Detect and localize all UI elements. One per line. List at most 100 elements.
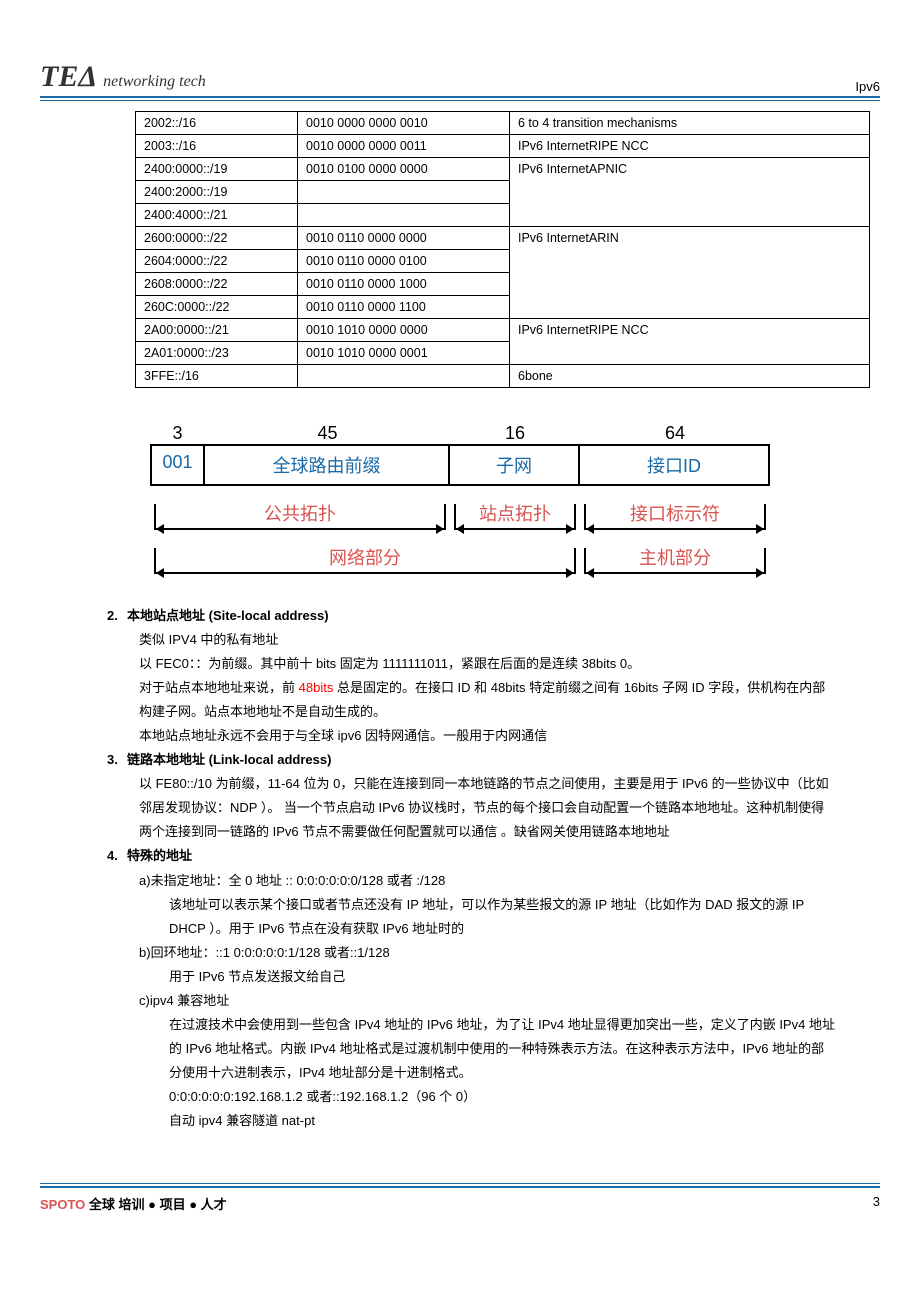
list-head-text: 未指定地址：全 0 地址 :: 0:0:0:0:0:0/128 或者 :/128 — [151, 873, 446, 888]
header-rule — [40, 100, 880, 101]
footer-text: 全球 培训 ● 项目 ● 人才 — [85, 1197, 226, 1212]
list-letter: b) — [139, 945, 151, 960]
table-row: 2002::/160010 0000 0000 00106 to 4 trans… — [136, 112, 870, 135]
bits-16: 16 — [450, 423, 580, 444]
cell-binary: 0010 0110 0000 0000 — [298, 227, 510, 250]
cell-binary: 0010 0000 0000 0010 — [298, 112, 510, 135]
cell-registry: IPv6 InternetRIPE NCC — [510, 135, 870, 158]
cell-binary — [298, 204, 510, 227]
paragraph: 以 FE80::/10 为前缀，11-64 位为 0，只能在连接到同一本地链路的… — [139, 772, 835, 844]
section-number: 2. — [107, 604, 127, 628]
cell-prefix: 2400:0000::/19 — [136, 158, 298, 181]
cell-binary: 0010 0000 0000 0011 — [298, 135, 510, 158]
section-title: 本地站点地址 (Site-local address) — [127, 608, 329, 623]
bracket-segment: 网络部分 — [150, 540, 580, 574]
section-title: 特殊的地址 — [127, 848, 192, 863]
cell-prefix: 3FFE::/16 — [136, 365, 298, 388]
address-structure-diagram: 3 45 16 64 001 全球路由前缀 子网 接口ID 公共拓扑站点拓扑接口… — [150, 423, 770, 574]
field-001: 001 — [150, 444, 205, 486]
cell-prefix: 2608:0000::/22 — [136, 273, 298, 296]
list-body-line: 0:0:0:0:0:0:192.168.1.2 或者::192.168.1.2（… — [169, 1085, 835, 1109]
footer-brand: SPOTO — [40, 1197, 85, 1212]
cell-prefix: 2600:0000::/22 — [136, 227, 298, 250]
bracket-segment: 主机部分 — [580, 540, 770, 574]
cell-prefix: 2A01:0000::/23 — [136, 342, 298, 365]
field-interface-id: 接口ID — [580, 444, 770, 486]
list-body-line: 用于 IPv6 节点发送报文给自己 — [169, 965, 835, 989]
cell-binary: 0010 0110 0000 1100 — [298, 296, 510, 319]
text-run: 对于站点本地地址来说，前 — [139, 680, 299, 695]
cell-prefix: 2400:4000::/21 — [136, 204, 298, 227]
bracket-segment: 公共拓扑 — [150, 496, 450, 530]
table-row: 2A00:0000::/210010 1010 0000 0000IPv6 In… — [136, 319, 870, 342]
cell-prefix: 260C:0000::/22 — [136, 296, 298, 319]
brand-logo: TEΔ networking tech — [40, 60, 206, 94]
list-letter: a) — [139, 873, 151, 888]
section-number: 3. — [107, 748, 127, 772]
cell-binary: 0010 0100 0000 0000 — [298, 158, 510, 181]
list-body-line: 该地址可以表示某个接口或者节点还没有 IP 地址，可以作为某些报文的源 IP 地… — [169, 893, 835, 941]
section-heading: 4.特殊的地址 — [107, 844, 835, 868]
document-page: TEΔ networking tech Ipv6 2002::/160010 0… — [0, 0, 920, 1243]
address-table: 2002::/160010 0000 0000 00106 to 4 trans… — [135, 111, 870, 388]
list-item-head: b)回环地址：::1 0:0:0:0:0:1/128 或者::1/128 — [139, 941, 835, 965]
section-heading: 2.本地站点地址 (Site-local address) — [107, 604, 835, 628]
cell-registry: IPv6 InternetRIPE NCC — [510, 319, 870, 365]
cell-prefix: 2003::/16 — [136, 135, 298, 158]
page-header: TEΔ networking tech Ipv6 — [40, 60, 880, 98]
table-row: 2600:0000::/220010 0110 0000 0000IPv6 In… — [136, 227, 870, 250]
cell-registry: 6 to 4 transition mechanisms — [510, 112, 870, 135]
bracket-label: 公共拓扑 — [264, 504, 336, 524]
section-heading: 3.链路本地地址 (Link-local address) — [107, 748, 835, 772]
footer-left: SPOTO 全球 培训 ● 项目 ● 人才 — [40, 1194, 227, 1213]
field-row: 001 全球路由前缀 子网 接口ID — [150, 444, 770, 486]
paragraph: 对于站点本地地址来说，前 48bits 总是固定的。在接口 ID 和 48bit… — [139, 676, 835, 724]
cell-prefix: 2400:2000::/19 — [136, 181, 298, 204]
bracket-segment: 接口标示符 — [580, 496, 770, 530]
cell-registry: IPv6 InternetAPNIC — [510, 158, 870, 227]
logo-subtitle: networking tech — [103, 73, 206, 91]
bit-count-row: 3 45 16 64 — [150, 423, 770, 444]
list-letter: c) — [139, 993, 150, 1008]
bracket-segment: 站点拓扑 — [450, 496, 580, 530]
cell-binary: 0010 0110 0000 1000 — [298, 273, 510, 296]
section-number: 4. — [107, 844, 127, 868]
table-row: 2003::/160010 0000 0000 0011IPv6 Interne… — [136, 135, 870, 158]
bits-64: 64 — [580, 423, 770, 444]
cell-binary: 0010 0110 0000 0100 — [298, 250, 510, 273]
bits-3: 3 — [150, 423, 205, 444]
cell-binary — [298, 365, 510, 388]
paragraph: 本地站点地址永远不会用于与全球 ipv6 因特网通信。一般用于内网通信 — [139, 724, 835, 748]
list-body-line: 自动 ipv4 兼容隧道 nat-pt — [169, 1109, 835, 1133]
paragraph: 类似 IPV4 中的私有地址 — [139, 628, 835, 652]
page-number: 3 — [873, 1194, 880, 1213]
cell-prefix: 2604:0000::/22 — [136, 250, 298, 273]
cell-binary: 0010 1010 0000 0001 — [298, 342, 510, 365]
list-head-text: 回环地址：::1 0:0:0:0:0:1/128 或者::1/128 — [151, 945, 390, 960]
bracket-label: 主机部分 — [639, 548, 711, 568]
list-item-head: c)ipv4 兼容地址 — [139, 989, 835, 1013]
header-topic: Ipv6 — [855, 79, 880, 94]
logo-delta: Δ — [78, 60, 97, 94]
network-host-row: 网络部分 主机部分 — [150, 540, 770, 574]
page-footer: SPOTO 全球 培训 ● 项目 ● 人才 3 — [40, 1183, 880, 1213]
table-row: 2400:0000::/190010 0100 0000 0000IPv6 In… — [136, 158, 870, 181]
cell-binary: 0010 1010 0000 0000 — [298, 319, 510, 342]
table-row: 3FFE::/16 6bone — [136, 365, 870, 388]
paragraph: 以 FEC0：：为前缀。其中前十 bits 固定为 1111111011，紧跟在… — [139, 652, 835, 676]
cell-prefix: 2A00:0000::/21 — [136, 319, 298, 342]
cell-binary — [298, 181, 510, 204]
cell-prefix: 2002::/16 — [136, 112, 298, 135]
field-subnet: 子网 — [450, 444, 580, 486]
list-head-text: ipv4 兼容地址 — [150, 993, 229, 1008]
field-global-prefix: 全球路由前缀 — [205, 444, 450, 486]
bits-45: 45 — [205, 423, 450, 444]
list-body-line: 在过渡技术中会使用到一些包含 IPv4 地址的 IPv6 地址，为了让 IPv4… — [169, 1013, 835, 1085]
list-item-head: a)未指定地址：全 0 地址 :: 0:0:0:0:0:0/128 或者 :/1… — [139, 869, 835, 893]
cell-registry: IPv6 InternetARIN — [510, 227, 870, 319]
text-red: 48bits — [299, 680, 334, 695]
section-title: 链路本地地址 (Link-local address) — [127, 752, 331, 767]
cell-registry: 6bone — [510, 365, 870, 388]
bracket-label: 接口标示符 — [630, 504, 720, 524]
topology-row: 公共拓扑 站点拓扑 接口标示符 — [150, 496, 770, 530]
